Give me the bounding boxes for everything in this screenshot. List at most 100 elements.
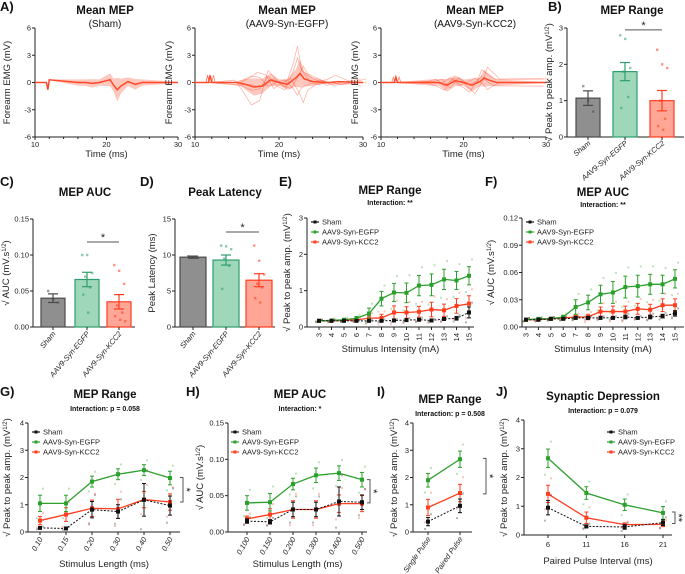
data-point (289, 493, 291, 496)
data-marker (546, 491, 550, 496)
data-marker (648, 282, 653, 287)
data-point (584, 314, 587, 317)
significance-star: * (101, 232, 106, 244)
legend-label: AAV9-Syn-KCC2 (537, 238, 594, 247)
data-marker (584, 491, 589, 496)
x-tick-label: Paired Pulse (433, 535, 465, 574)
data-point (243, 515, 245, 518)
y-label-text: √ Peak to peak amp. (mV (499, 429, 510, 537)
data-point (659, 523, 661, 526)
chart-title: Mean MEP (76, 5, 134, 17)
data-marker (573, 305, 578, 310)
data-point (421, 300, 423, 303)
x-axis-label: Stimulus Length (ms) (59, 559, 149, 570)
series-line-1 (246, 472, 363, 504)
data-point (408, 317, 411, 320)
x-tick-label: 5 (546, 333, 555, 337)
data-marker (142, 468, 146, 473)
data-point (402, 321, 405, 324)
data-point (88, 490, 90, 493)
data-marker (622, 524, 627, 529)
y-tick-label: 0 (299, 323, 303, 332)
data-point (340, 320, 342, 323)
series-line-0 (39, 499, 171, 529)
data-marker (467, 273, 471, 278)
data-point (408, 274, 411, 277)
data-marker (90, 507, 94, 512)
y-tick-label: 15 (163, 215, 171, 224)
data-point (540, 317, 543, 320)
data-point (94, 470, 96, 473)
data-marker (584, 515, 589, 520)
data-point (430, 491, 432, 494)
chart-title: MEP Range (73, 389, 136, 401)
data-point (433, 318, 436, 321)
y-label-superscript: 1/2 (2, 243, 8, 252)
data-marker (673, 311, 677, 316)
data-point (602, 315, 605, 318)
y-tick-label: 0.15 (209, 419, 224, 428)
data-marker (404, 318, 409, 323)
y-axis-label: √ Peak to peak amp. (mV1/2) (499, 418, 510, 537)
y-label-text: √ AUC (mV.s (1, 252, 12, 306)
data-marker (623, 285, 628, 290)
x-tick-label: 6 (559, 333, 568, 337)
data-point (365, 320, 367, 323)
y-label-superscript: 1/2 (3, 421, 9, 430)
data-point (120, 490, 122, 493)
legend-marker (313, 220, 317, 224)
legend-label: Sham (618, 428, 638, 437)
data-point (633, 318, 636, 321)
data-marker (329, 318, 334, 323)
data-marker (417, 309, 421, 314)
chart-subtitle: (AAV9-Syn-EGFP) (246, 19, 329, 30)
data-point (458, 291, 461, 294)
data-point (371, 312, 373, 315)
data-marker (142, 497, 146, 502)
sem-band (381, 69, 546, 92)
panel-b: B) MEP Range 0 1 2 3 √ Peak to peak amp. (mV1/… (544, 0, 684, 183)
data-point (471, 301, 473, 304)
x-axis-label: Stimulus Intensity (mA) (342, 344, 440, 355)
panel-label: F) (485, 174, 497, 189)
x-tick-label: 12 (427, 333, 436, 341)
data-point (565, 315, 568, 318)
data-marker (268, 512, 272, 517)
data-marker (426, 505, 430, 510)
data-point (42, 512, 44, 515)
data-point (228, 264, 231, 267)
series-line-2 (547, 493, 664, 526)
y-label-close: ) (2, 418, 13, 421)
data-point (341, 486, 343, 489)
data-marker (367, 311, 371, 316)
x-tick-label: 0.400 (327, 535, 345, 556)
data-point (62, 517, 64, 520)
data-marker (342, 318, 346, 323)
data-marker (360, 500, 364, 505)
data-point (36, 526, 38, 529)
individual-trace (378, 69, 544, 93)
data-point (614, 300, 617, 303)
data-marker (546, 456, 550, 461)
data-point (540, 317, 543, 320)
legend-label: AAV9-Syn-EGFP (322, 228, 379, 237)
data-point (658, 318, 661, 321)
data-point (559, 319, 562, 322)
data-point (546, 319, 549, 322)
data-point (172, 486, 174, 489)
data-point (364, 488, 366, 491)
legend-marker (528, 230, 532, 234)
data-point (596, 309, 599, 312)
x-tick-label: 20 (275, 140, 283, 149)
data-point (146, 459, 148, 462)
chart-title: MEP AUC (59, 187, 111, 199)
bar (612, 70, 638, 138)
data-point (633, 317, 636, 320)
data-marker (116, 509, 120, 514)
panel-c: C) MEP AUC 0.00 0.05 0.10 0.15 √ AUC (mV.s1/2)… (0, 174, 135, 380)
data-point (415, 302, 417, 305)
data-point (289, 524, 291, 527)
y-tick-label: 0.00 (209, 528, 224, 537)
data-point (68, 525, 70, 528)
